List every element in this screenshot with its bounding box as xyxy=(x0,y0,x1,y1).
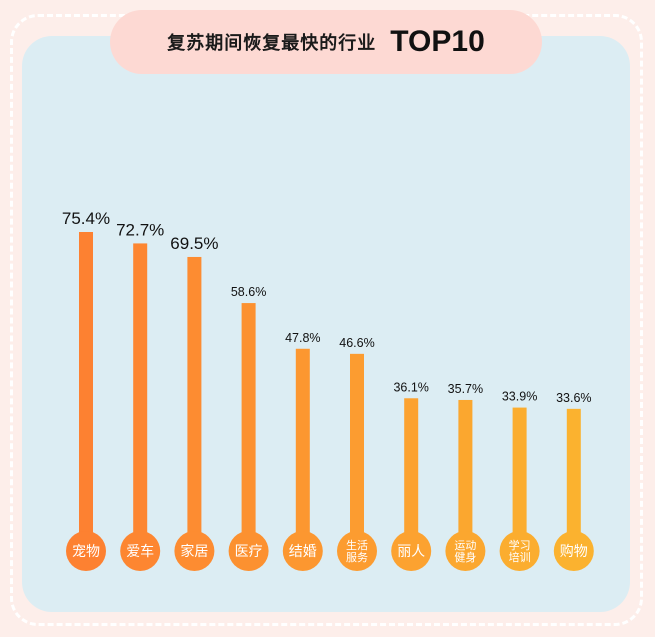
bar-base-circle xyxy=(66,531,106,571)
value-label: 58.6% xyxy=(231,285,266,299)
bar-base-circle xyxy=(337,531,377,571)
bar-4 xyxy=(241,303,256,551)
bar-5 xyxy=(295,348,310,551)
category-label: 丽人 xyxy=(397,544,425,560)
bar-6 xyxy=(350,353,364,551)
value-label: 33.9% xyxy=(502,390,537,404)
value-label: 46.6% xyxy=(339,336,374,350)
category-label: 健身 xyxy=(454,550,476,564)
chart-title: 复苏期间恢复最快的行业 xyxy=(167,33,377,54)
category-label: 生活 xyxy=(346,538,368,552)
bar-2 xyxy=(133,243,148,551)
bar-9 xyxy=(512,407,527,551)
bar-base-circle xyxy=(174,531,215,571)
bar-3 xyxy=(187,256,202,551)
value-label: 33.6% xyxy=(556,391,591,405)
category-label: 运动 xyxy=(454,539,476,552)
bar-base-circle xyxy=(391,531,432,571)
bar-base-circle xyxy=(120,531,161,571)
value-label: 35.7% xyxy=(448,382,483,396)
category-label: 爱车 xyxy=(126,543,154,560)
category-label: 宠物 xyxy=(72,544,100,560)
category-label: 结婚 xyxy=(289,544,317,560)
bar-base-circle xyxy=(499,531,540,571)
chart-title-emphasis: TOP10 xyxy=(390,25,485,58)
bar-1 xyxy=(79,232,93,551)
bar-base-circle xyxy=(445,531,486,571)
bar-base-circle xyxy=(228,531,269,571)
value-label: 47.8% xyxy=(285,331,320,345)
value-label: 69.5% xyxy=(170,234,218,253)
bar-base-circle xyxy=(282,531,323,571)
chart-panel xyxy=(22,36,630,612)
bar-8 xyxy=(458,399,473,551)
title-banner: 复苏期间恢复最快的行业 TOP10 xyxy=(110,10,542,74)
value-label: 72.7% xyxy=(116,220,164,239)
bar-base-circle xyxy=(553,531,594,571)
bar-7 xyxy=(404,398,419,551)
value-label: 36.1% xyxy=(393,380,428,394)
value-label: 75.4% xyxy=(62,209,110,228)
category-label: 家居 xyxy=(180,543,208,560)
category-label: 购物 xyxy=(560,544,588,560)
category-label: 学习 xyxy=(509,538,531,552)
category-label: 医疗 xyxy=(235,544,263,560)
category-label: 服务 xyxy=(346,551,368,564)
bar-10 xyxy=(566,408,581,551)
category-label: 培训 xyxy=(509,550,531,564)
